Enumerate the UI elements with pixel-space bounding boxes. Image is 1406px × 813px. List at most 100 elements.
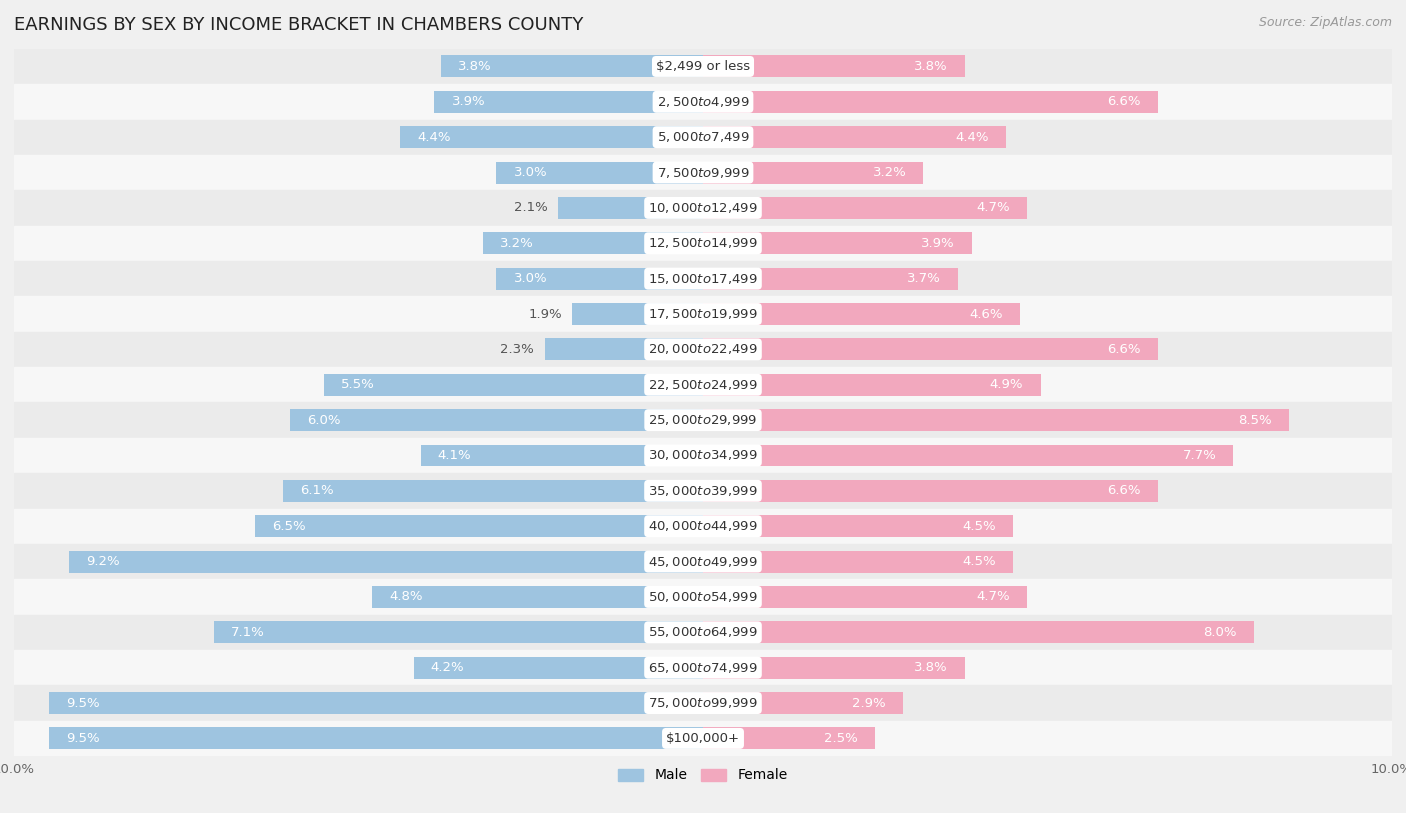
Text: $22,500 to $24,999: $22,500 to $24,999	[648, 378, 758, 392]
Bar	[290, 409, 703, 431]
Text: 8.0%: 8.0%	[1204, 626, 1237, 639]
Text: 4.7%: 4.7%	[976, 590, 1010, 603]
Bar	[69, 550, 703, 572]
Text: 6.6%: 6.6%	[1107, 343, 1140, 356]
Text: $30,000 to $34,999: $30,000 to $34,999	[648, 449, 758, 463]
Bar	[413, 657, 703, 679]
Text: 7.7%: 7.7%	[1182, 449, 1216, 462]
Text: 5.5%: 5.5%	[342, 378, 375, 391]
Bar	[703, 692, 903, 714]
Text: 6.0%: 6.0%	[307, 414, 340, 427]
Bar	[214, 621, 703, 643]
Bar	[703, 480, 1157, 502]
Bar	[14, 685, 1392, 720]
Bar	[496, 162, 703, 184]
Text: $2,500 to $4,999: $2,500 to $4,999	[657, 95, 749, 109]
Bar	[703, 445, 1233, 467]
Text: 4.2%: 4.2%	[430, 661, 464, 674]
Text: EARNINGS BY SEX BY INCOME BRACKET IN CHAMBERS COUNTY: EARNINGS BY SEX BY INCOME BRACKET IN CHA…	[14, 16, 583, 34]
Bar	[323, 374, 703, 396]
Bar	[14, 297, 1392, 332]
Text: 3.0%: 3.0%	[513, 166, 547, 179]
Text: 3.2%: 3.2%	[873, 166, 907, 179]
Bar	[48, 728, 703, 750]
Bar	[703, 55, 965, 77]
Bar	[703, 233, 972, 254]
Text: Source: ZipAtlas.com: Source: ZipAtlas.com	[1258, 16, 1392, 29]
Text: $65,000 to $74,999: $65,000 to $74,999	[648, 661, 758, 675]
Bar	[14, 190, 1392, 226]
Text: $20,000 to $22,499: $20,000 to $22,499	[648, 342, 758, 356]
Bar	[572, 303, 703, 325]
Text: 6.6%: 6.6%	[1107, 95, 1140, 108]
Bar	[14, 49, 1392, 85]
Text: 3.2%: 3.2%	[499, 237, 533, 250]
Text: $55,000 to $64,999: $55,000 to $64,999	[648, 625, 758, 639]
Bar	[14, 650, 1392, 685]
Text: $100,000+: $100,000+	[666, 732, 740, 745]
Text: 3.7%: 3.7%	[907, 272, 941, 285]
Text: 9.2%: 9.2%	[86, 555, 120, 568]
Text: $2,499 or less: $2,499 or less	[657, 60, 749, 73]
Bar	[14, 367, 1392, 402]
Bar	[703, 162, 924, 184]
Bar	[703, 621, 1254, 643]
Text: 2.3%: 2.3%	[501, 343, 534, 356]
Text: 4.4%: 4.4%	[418, 131, 450, 144]
Text: 6.5%: 6.5%	[273, 520, 307, 533]
Bar	[14, 120, 1392, 155]
Text: 1.9%: 1.9%	[529, 307, 562, 320]
Bar	[14, 332, 1392, 367]
Text: 3.8%: 3.8%	[914, 661, 948, 674]
Bar	[14, 615, 1392, 650]
Bar	[14, 85, 1392, 120]
Bar	[14, 155, 1392, 190]
Bar	[544, 338, 703, 360]
Text: 9.5%: 9.5%	[66, 697, 100, 710]
Bar	[703, 197, 1026, 219]
Bar	[14, 579, 1392, 615]
Text: $17,500 to $19,999: $17,500 to $19,999	[648, 307, 758, 321]
Text: $50,000 to $54,999: $50,000 to $54,999	[648, 590, 758, 604]
Bar	[703, 409, 1289, 431]
Bar	[703, 91, 1157, 113]
Bar	[420, 445, 703, 467]
Bar	[14, 226, 1392, 261]
Text: 4.4%: 4.4%	[956, 131, 988, 144]
Text: $5,000 to $7,499: $5,000 to $7,499	[657, 130, 749, 144]
Text: $15,000 to $17,499: $15,000 to $17,499	[648, 272, 758, 285]
Bar	[434, 91, 703, 113]
Bar	[703, 126, 1007, 148]
Text: 8.5%: 8.5%	[1237, 414, 1271, 427]
Bar	[482, 233, 703, 254]
Legend: Male, Female: Male, Female	[613, 763, 793, 788]
Bar	[14, 544, 1392, 579]
Text: 9.5%: 9.5%	[66, 732, 100, 745]
Bar	[14, 720, 1392, 756]
Bar	[14, 402, 1392, 437]
Text: $40,000 to $44,999: $40,000 to $44,999	[648, 520, 758, 533]
Text: 6.6%: 6.6%	[1107, 485, 1140, 498]
Text: $25,000 to $29,999: $25,000 to $29,999	[648, 413, 758, 427]
Text: 2.5%: 2.5%	[824, 732, 858, 745]
Bar	[703, 374, 1040, 396]
Text: $35,000 to $39,999: $35,000 to $39,999	[648, 484, 758, 498]
Text: $75,000 to $99,999: $75,000 to $99,999	[648, 696, 758, 710]
Text: 2.1%: 2.1%	[515, 202, 548, 215]
Bar	[399, 126, 703, 148]
Bar	[703, 728, 875, 750]
Bar	[703, 657, 965, 679]
Text: 4.5%: 4.5%	[962, 520, 995, 533]
Text: 7.1%: 7.1%	[231, 626, 264, 639]
Bar	[14, 437, 1392, 473]
Bar	[48, 692, 703, 714]
Text: 4.1%: 4.1%	[437, 449, 471, 462]
Bar	[14, 473, 1392, 509]
Text: $12,500 to $14,999: $12,500 to $14,999	[648, 237, 758, 250]
Bar	[14, 261, 1392, 297]
Text: 4.8%: 4.8%	[389, 590, 423, 603]
Bar	[373, 586, 703, 608]
Text: 6.1%: 6.1%	[299, 485, 333, 498]
Bar	[256, 515, 703, 537]
Text: 3.8%: 3.8%	[914, 60, 948, 73]
